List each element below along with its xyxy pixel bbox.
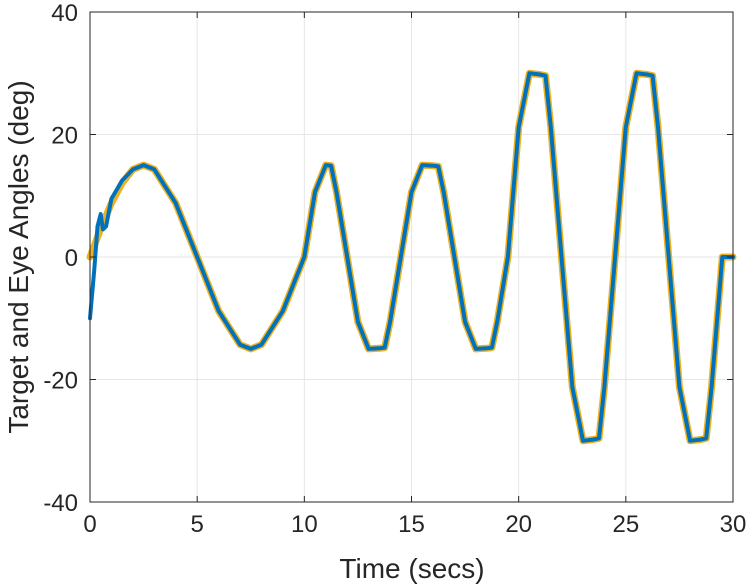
x-axis-title: Time (secs) xyxy=(339,553,484,584)
tick-marks xyxy=(89,11,734,503)
x-tick-label: 15 xyxy=(398,511,425,538)
y-tick-label: 20 xyxy=(51,123,78,150)
y-tick-label: -20 xyxy=(43,368,78,395)
y-tick-label: -40 xyxy=(43,490,78,517)
y-tick-label: 40 xyxy=(51,0,78,27)
x-tick-label: 10 xyxy=(291,511,318,538)
x-tick-label: 5 xyxy=(190,511,203,538)
series-line-eye xyxy=(88,71,735,443)
x-tick-label: 0 xyxy=(83,511,96,538)
y-axis-title: Target and Eye Angles (deg) xyxy=(3,80,34,433)
x-tick-label: 20 xyxy=(505,511,532,538)
x-tick-label: 25 xyxy=(612,511,639,538)
tick-labels: 0 5 10 15 20 25 30 -40 -20 0 20 40 xyxy=(43,0,746,538)
y-tick-label: 0 xyxy=(65,245,78,272)
series-layer xyxy=(86,69,737,445)
x-tick-label: 30 xyxy=(720,511,747,538)
